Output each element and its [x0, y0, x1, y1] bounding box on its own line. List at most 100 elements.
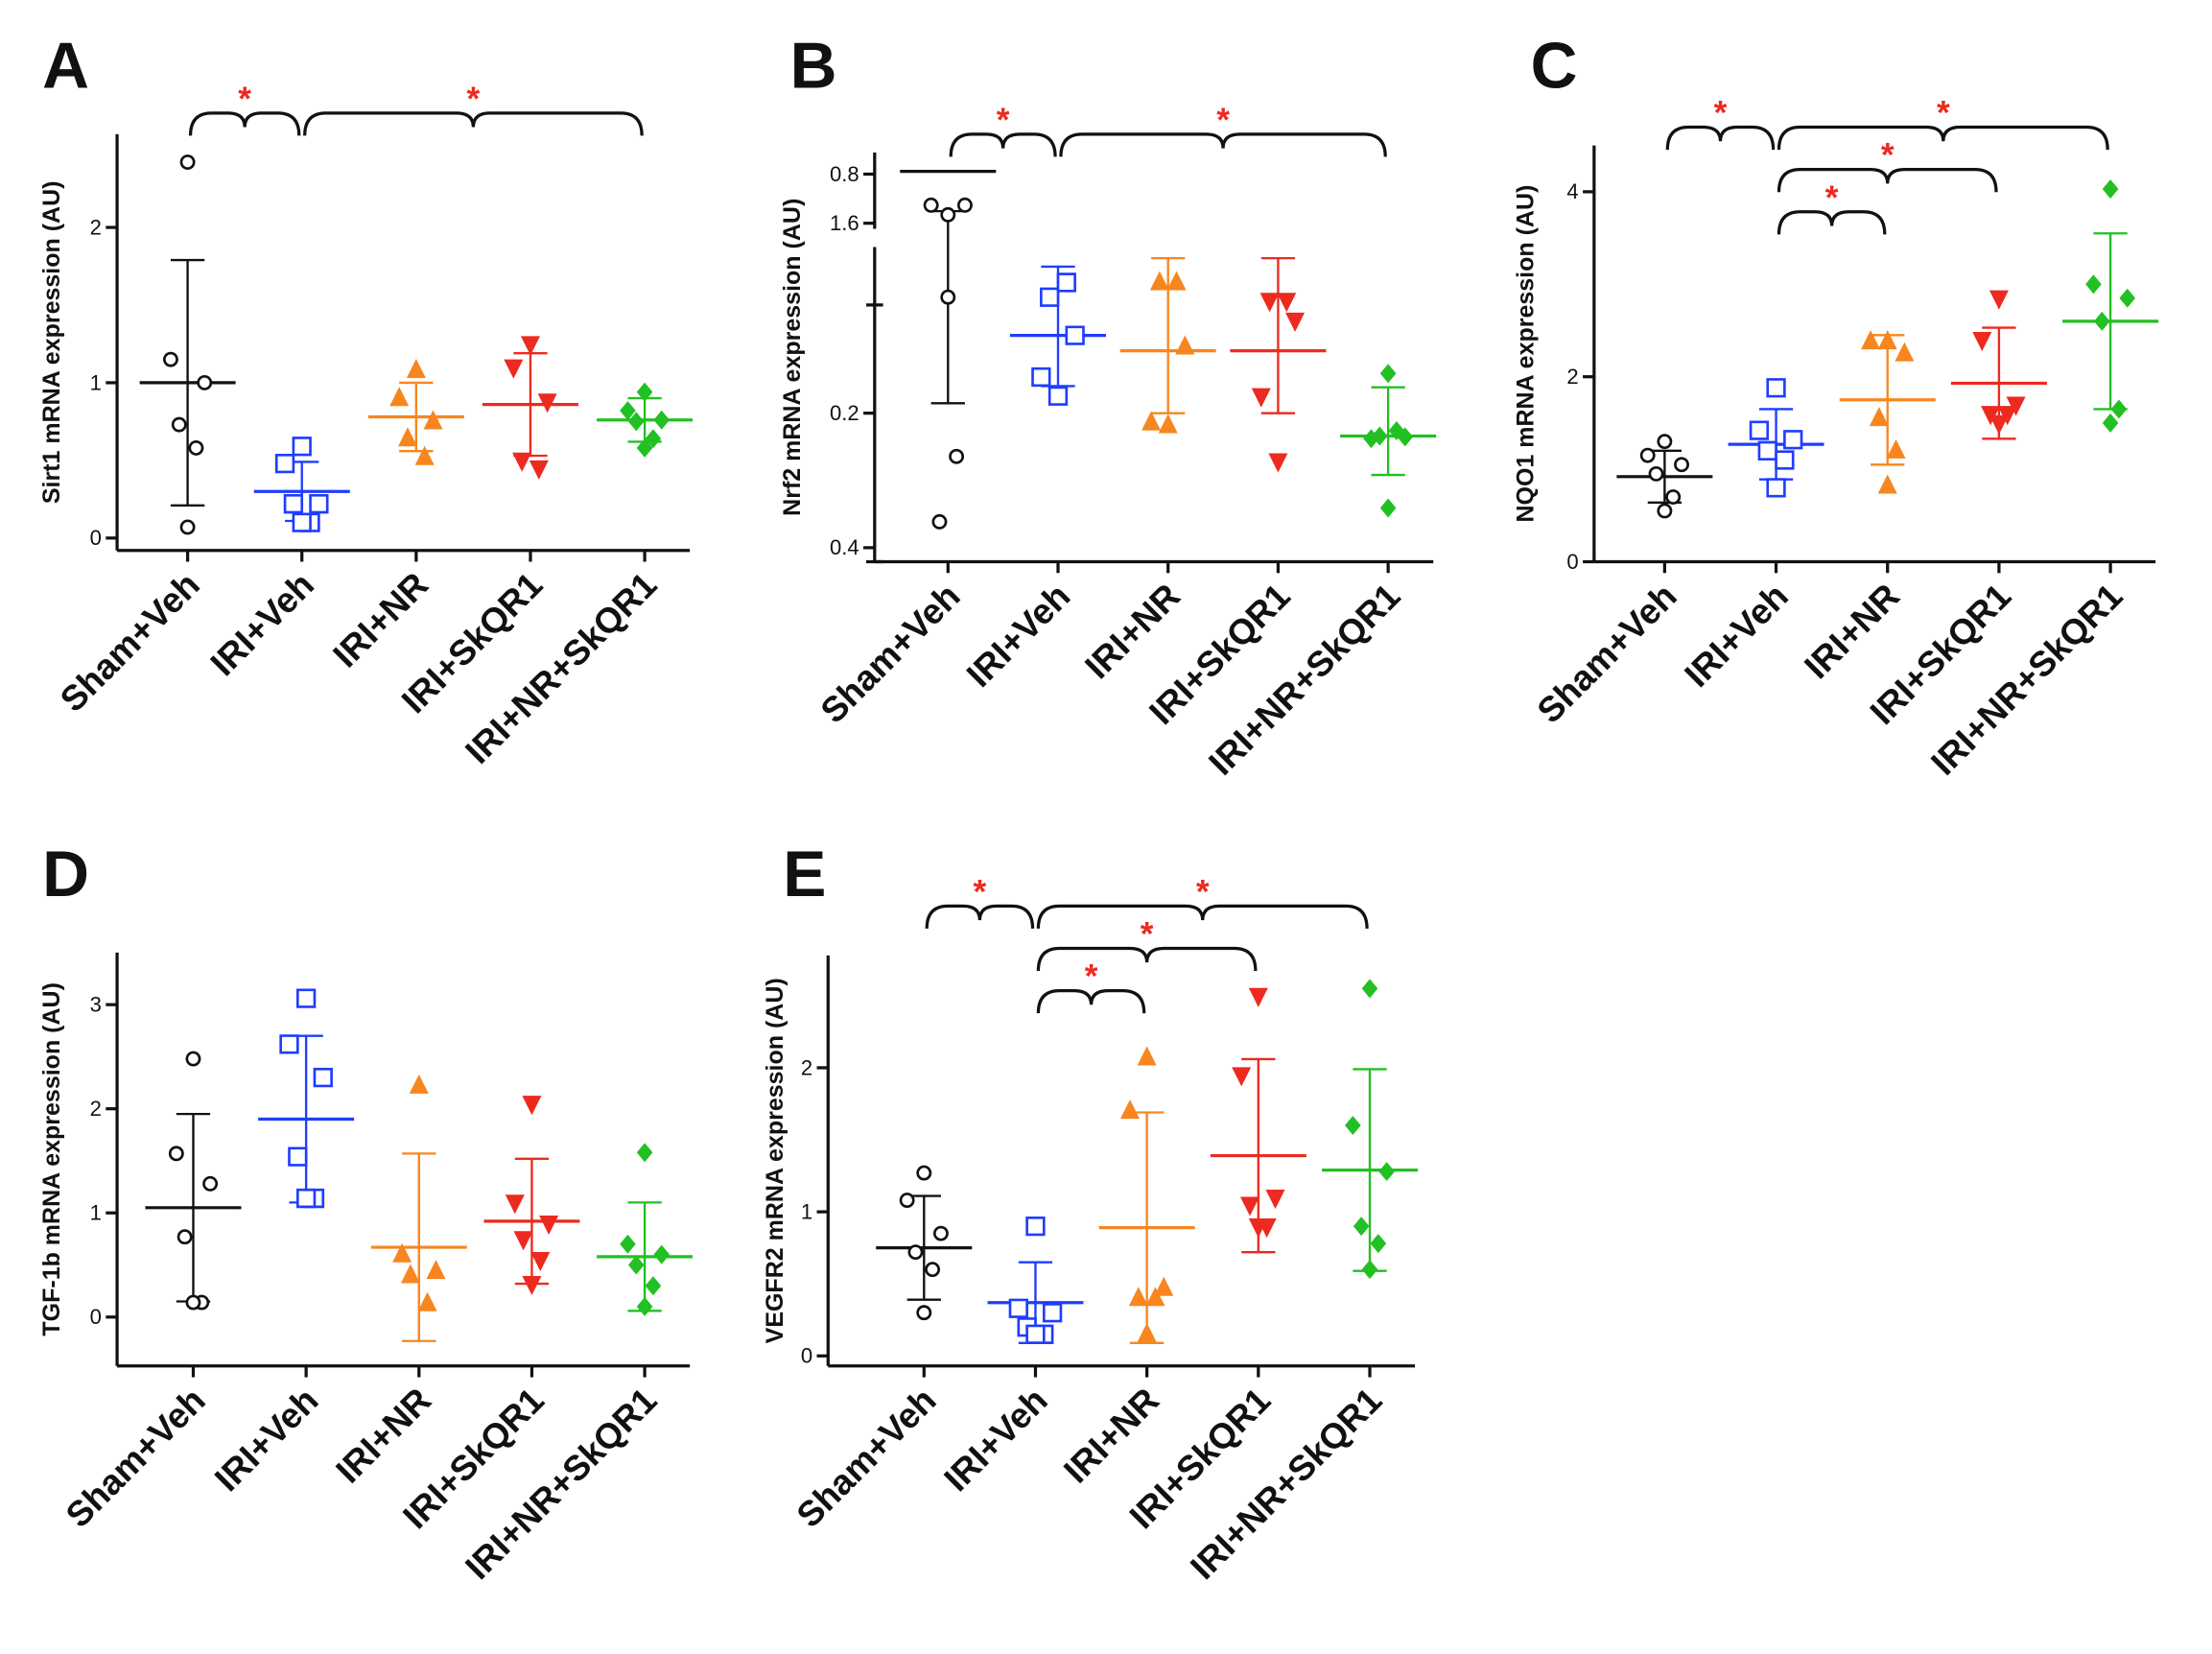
x-tick-label: IRI+NR	[1077, 576, 1188, 686]
significance-label: *	[1881, 137, 1894, 175]
data-point	[530, 1251, 551, 1272]
x-tick-label: IRI+NR	[1797, 576, 1907, 686]
data-point	[2085, 274, 2102, 295]
significance-bracket	[1036, 988, 1146, 1014]
data-point	[1997, 406, 2017, 426]
data-point	[2102, 179, 2119, 199]
significance-bracket	[925, 904, 1035, 929]
y-tick-label: 1.6	[830, 211, 859, 235]
x-tick-label: IRI+Veh	[936, 1381, 1055, 1500]
data-point	[1674, 457, 1689, 473]
data-point	[636, 1296, 653, 1316]
significance-label: *	[1937, 95, 1950, 132]
significance-label: *	[1825, 179, 1839, 217]
x-tick-label: IRI+NR	[1056, 1381, 1166, 1491]
y-tick-label: 0.8	[830, 162, 859, 186]
data-point	[1154, 1276, 1174, 1296]
x-tick-label: IRI+NR	[328, 1381, 438, 1491]
significance-bracket	[1777, 210, 1887, 235]
data-point	[1137, 1322, 1157, 1342]
data-point	[406, 359, 426, 379]
y-tick-label: 2	[801, 1055, 812, 1079]
data-point	[1042, 1303, 1063, 1323]
data-point	[513, 1231, 533, 1251]
data-point	[389, 387, 410, 407]
data-point	[940, 289, 956, 305]
panel-letter: D	[42, 839, 89, 910]
significance-label: *	[974, 873, 987, 910]
y-tick-label: 0.4	[830, 535, 859, 559]
data-point	[1353, 1217, 1370, 1237]
data-point	[2110, 399, 2128, 419]
data-point	[627, 1255, 645, 1275]
x-tick-label: IRI+NR+SkQR1	[458, 565, 664, 771]
x-tick-label: Sham+Veh	[53, 565, 207, 720]
data-point	[504, 359, 524, 379]
data-point	[168, 1146, 184, 1162]
significance-bracket	[1777, 168, 1998, 193]
data-point	[1378, 1162, 1395, 1182]
data-point	[2006, 396, 2026, 416]
significance-label: *	[1085, 958, 1098, 996]
y-tick-label: 0	[801, 1344, 812, 1368]
data-point	[279, 1034, 299, 1054]
data-point	[1285, 312, 1306, 332]
x-tick-label: IRI+Veh	[1677, 576, 1796, 695]
data-point	[1877, 330, 1897, 350]
y-tick-label: 0	[90, 526, 102, 550]
data-point	[288, 1146, 308, 1167]
data-point	[645, 1276, 662, 1296]
y-tick-label: 2	[90, 215, 102, 239]
y-axis-label: Nrf2 mRNA expression (AU)	[779, 199, 806, 516]
data-point	[292, 512, 312, 532]
data-point	[309, 494, 329, 514]
data-point	[1259, 293, 1280, 313]
significance-label: *	[997, 102, 1010, 139]
data-point	[1988, 414, 2009, 435]
data-point	[505, 1194, 525, 1215]
panel-letter: B	[790, 30, 837, 102]
panel-letter: C	[1531, 30, 1578, 102]
data-point	[185, 1294, 201, 1311]
data-point	[1166, 271, 1187, 291]
y-tick-label: 1	[801, 1199, 812, 1223]
data-point	[522, 1096, 542, 1116]
data-point	[423, 410, 443, 430]
data-point	[1056, 272, 1076, 293]
data-point	[636, 382, 653, 402]
data-point	[188, 439, 204, 456]
data-point	[925, 1262, 941, 1278]
data-point	[1665, 489, 1682, 505]
data-point	[163, 351, 178, 367]
x-tick-label: Sham+Veh	[59, 1381, 213, 1535]
data-point	[1128, 1287, 1148, 1307]
data-point	[1361, 979, 1378, 999]
data-point	[1749, 420, 1770, 440]
data-point	[923, 197, 939, 213]
data-point	[409, 1074, 429, 1094]
data-point	[1031, 366, 1051, 388]
data-point	[1894, 342, 1915, 362]
data-point	[940, 206, 956, 223]
significance-bracket	[1036, 946, 1258, 972]
data-point	[1379, 364, 1397, 384]
significance-label: *	[1216, 102, 1230, 139]
data-point	[426, 1260, 446, 1280]
x-tick-label: IRI+NR+SkQR1	[458, 1381, 664, 1587]
data-point	[1268, 453, 1288, 473]
data-point	[1861, 330, 1881, 350]
data-point	[414, 445, 435, 465]
data-point	[185, 1051, 201, 1067]
data-point	[313, 1067, 333, 1088]
y-tick-label: 0	[1566, 550, 1578, 574]
data-point	[1639, 447, 1656, 463]
x-tick-label: Sham+Veh	[788, 1381, 943, 1535]
data-point	[2119, 288, 2136, 308]
y-tick-label: 1	[90, 1201, 102, 1225]
significance-bracket	[188, 111, 301, 136]
significance-label: *	[1141, 916, 1154, 954]
data-point	[1248, 1218, 1268, 1239]
x-tick-label: IRI+Veh	[207, 1381, 326, 1500]
data-point	[2102, 413, 2119, 433]
data-point	[907, 1244, 924, 1261]
